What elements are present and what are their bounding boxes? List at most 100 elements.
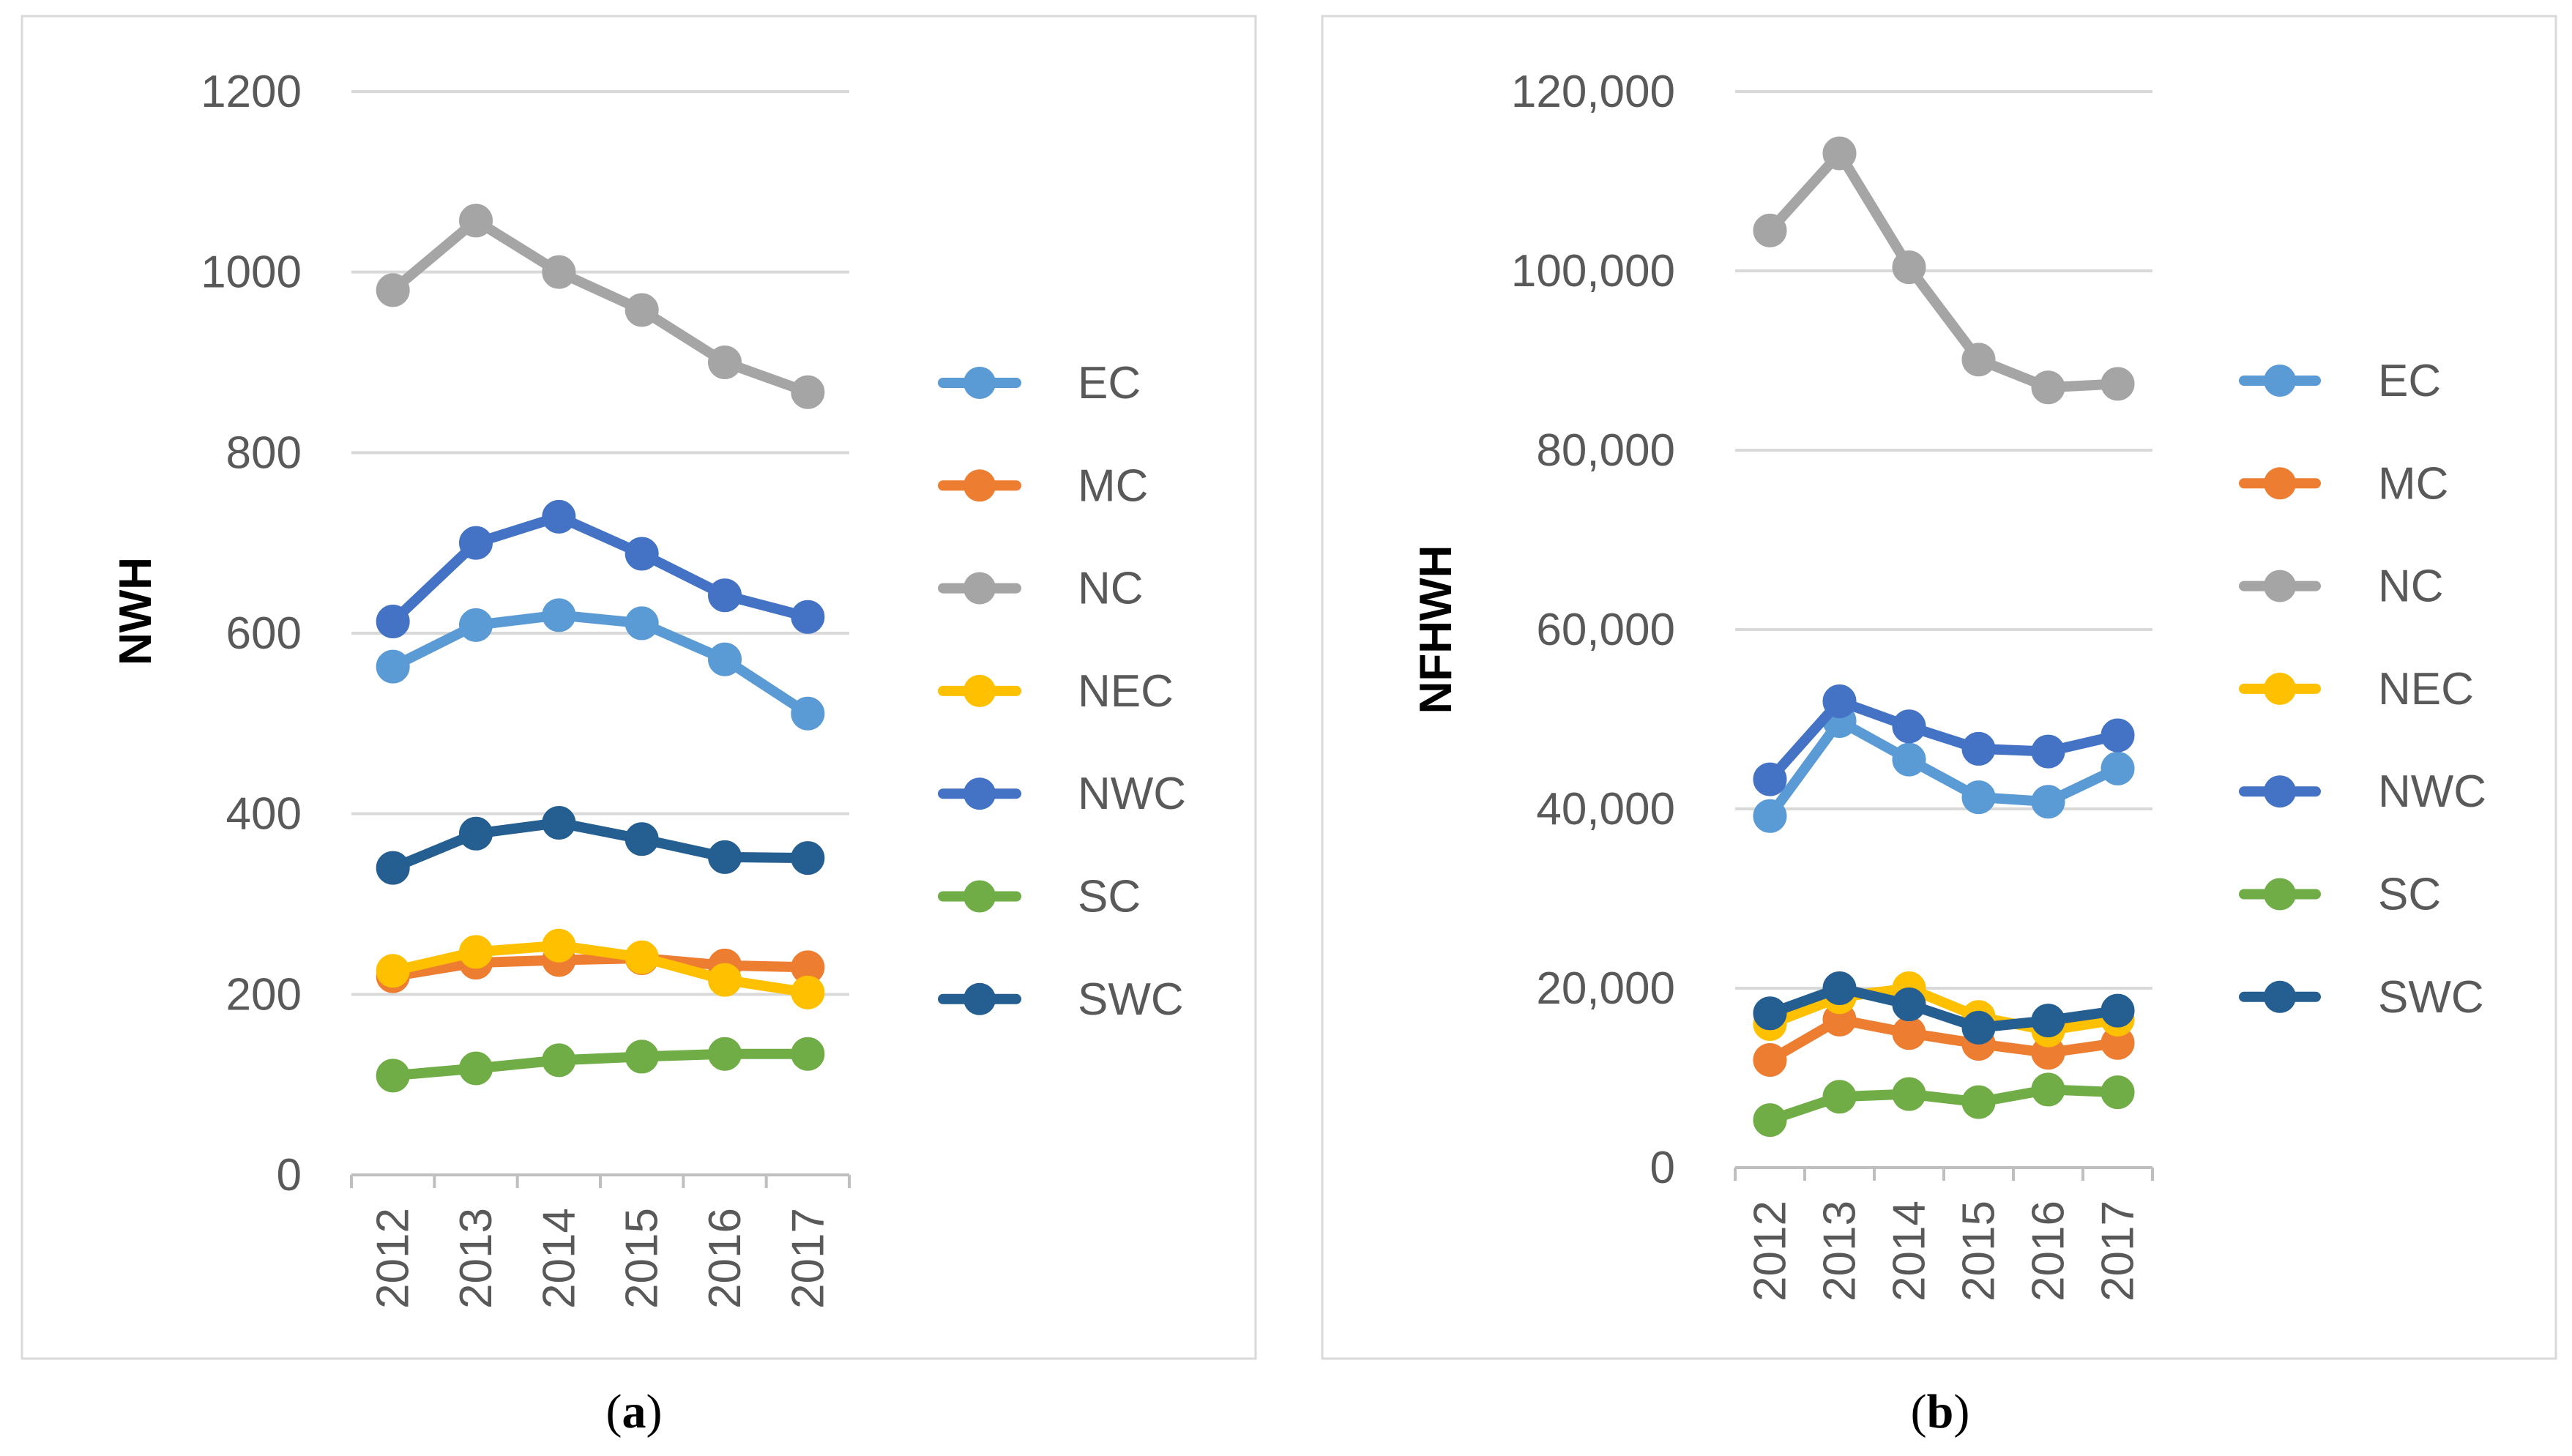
panel-a-legend-item-sc: SC (938, 872, 1141, 922)
panel-a-legend-label: MC (1078, 460, 1148, 511)
panel-a-point-sc (459, 1051, 493, 1086)
panel-b-point-sc (2031, 1072, 2065, 1107)
panel-b-yticks: 0 20,000 40,000 60,000 80,000 100,000 120,000 (1511, 67, 1675, 1193)
panel-a-y-tick-label: 1000 (201, 247, 302, 298)
panel-b-point-ec (2101, 751, 2135, 785)
panel-b-point-nc (1822, 136, 1857, 171)
panel-a-point-nwc (791, 600, 825, 634)
panel-a-point-sc (376, 1059, 410, 1093)
panel-b-point-sc (2101, 1075, 2135, 1110)
panel-b-y-tick-label: 120,000 (1511, 67, 1675, 117)
panel-a-legend-item-swc: SWC (938, 974, 1184, 1025)
panel-b: 020,00040,00060,00080,000100,000120,000 … (1321, 15, 2557, 1438)
panel-a-x-tick-label: 2012 (368, 1208, 419, 1309)
panel-b-legend-label: SWC (2378, 972, 2484, 1023)
panel-a-series (376, 204, 825, 1093)
panel-a-legend-swatch-marker (963, 982, 996, 1015)
panel-a-legend: EC MC NC NEC NWC SC SWC (938, 358, 1186, 1025)
panel-b-point-nwc (1892, 709, 1926, 744)
panel-b-point-sc (1753, 1103, 1787, 1138)
panel-a-series-nwc (376, 499, 825, 638)
panel-b-legend-swatch-marker (2264, 672, 2296, 705)
panel-b-point-swc (1961, 1010, 1996, 1045)
panel-a-yticks: 0 200 400 600 800 1000 1200 (201, 67, 302, 1201)
panel-b-y-tick-label: 20,000 (1536, 963, 1675, 1014)
panel-a-y-tick-label: 400 (226, 789, 302, 840)
panel-b-point-nwc (2031, 734, 2065, 769)
panel-a-point-nec (542, 928, 576, 963)
panel-a-caption-letter: a (622, 1385, 646, 1438)
panel-a-point-swc (708, 840, 742, 874)
panel-b-series-swc (1753, 971, 2135, 1045)
panel-b-point-swc (1753, 996, 1787, 1031)
panel-b-y-tick-label: 0 (1650, 1143, 1675, 1193)
panel-a-legend-swatch-marker (963, 880, 996, 913)
panel-b-series-nwc (1753, 684, 2135, 796)
panel-b-point-ec (1961, 780, 1996, 815)
panel-a-caption: (a) (606, 1385, 663, 1438)
panel-b-legend-label: SC (2378, 870, 2441, 920)
panel-a-legend-item-mc: MC (938, 460, 1148, 511)
panel-b-grid (1735, 90, 2152, 990)
panel-a-point-nec (791, 975, 825, 1009)
panel-b-point-ec (1892, 742, 1926, 777)
panel-b-point-nc (2101, 367, 2135, 401)
panel-a-point-ec (708, 642, 742, 676)
panel-a-legend-label: SC (1078, 872, 1141, 922)
panel-a-point-sc (791, 1037, 825, 1071)
panel-b-point-swc (2101, 993, 2135, 1028)
panel-b-point-nc (1892, 250, 1926, 285)
panel-a-legend-label: NWC (1078, 769, 1186, 819)
panel-a-legend-label: NEC (1078, 666, 1174, 717)
panel-b-point-nc (1753, 213, 1787, 247)
panel-b-y-tick-label: 60,000 (1536, 605, 1675, 655)
panel-a-series-ec (376, 598, 825, 731)
panel-b-caption-letter: b (1927, 1385, 1954, 1438)
panel-b-legend-item-nc: NC (2239, 561, 2444, 612)
panel-b-x-tick-label: 2012 (1745, 1201, 1796, 1302)
panel-b-xticks: 2012 2013 2014 2015 2016 2017 (1745, 1201, 2144, 1302)
panel-b-point-swc (2031, 1004, 2065, 1038)
panel-a-series-nec (376, 928, 825, 1009)
panel-a-legend-label: EC (1078, 358, 1141, 408)
panel-a-xticks: 2012 2013 2014 2015 2016 2017 (368, 1208, 834, 1309)
panel-a-point-swc (376, 851, 410, 885)
panel-b-legend-label: NEC (2378, 664, 2474, 714)
panel-b-point-sc (1822, 1080, 1857, 1114)
panel-a-legend-item-ec: EC (938, 358, 1141, 408)
panel-b-legend-swatch-marker (2264, 878, 2296, 911)
panel-a-legend-swatch-marker (963, 674, 996, 707)
panel-b-legend-swatch-marker (2264, 467, 2296, 500)
panel-b-point-mc (1892, 1016, 1926, 1050)
panel-a-point-nc (791, 375, 825, 409)
panel-b-legend-swatch-marker (2264, 365, 2296, 397)
panel-a-point-nc (542, 255, 576, 289)
panel-b-legend-item-nec: NEC (2239, 664, 2474, 714)
panel-a-point-ec (376, 649, 410, 684)
panel-a-x-tick-label: 2013 (451, 1208, 502, 1309)
panel-a-point-nec (625, 940, 659, 974)
panel-a-point-nc (625, 293, 659, 327)
panel-b-series (1753, 136, 2135, 1138)
panel-b-point-swc (1822, 971, 1857, 1005)
panel-a-point-nwc (459, 526, 493, 560)
panel-b-legend-item-mc: MC (2239, 458, 2448, 509)
panel-a-point-ec (542, 598, 576, 632)
panel-a-axis (350, 1173, 851, 1188)
panel-b-point-nwc (2101, 718, 2135, 753)
panel-b-point-nwc (1753, 762, 1787, 796)
panel-b-series-nc (1753, 136, 2135, 405)
panel-a-point-ec (625, 606, 659, 641)
panel-a-point-nec (708, 963, 742, 997)
panel-b-x-tick-label: 2013 (1815, 1201, 1865, 1302)
panel-b-point-nwc (1961, 731, 1996, 766)
panel-a-series-sc (376, 1037, 825, 1093)
panel-b-legend-item-sc: SC (2239, 870, 2441, 920)
panel-a-point-nwc (708, 578, 742, 613)
panel-a-y-axis-title: NWH (111, 557, 161, 665)
panel-a-legend-swatch-marker (963, 469, 996, 502)
panel-b-x-tick-label: 2017 (2093, 1201, 2144, 1302)
panel-a-point-nwc (542, 499, 576, 534)
panel-b-point-sc (1892, 1077, 1926, 1111)
panel-a-x-tick-label: 2016 (700, 1208, 750, 1309)
